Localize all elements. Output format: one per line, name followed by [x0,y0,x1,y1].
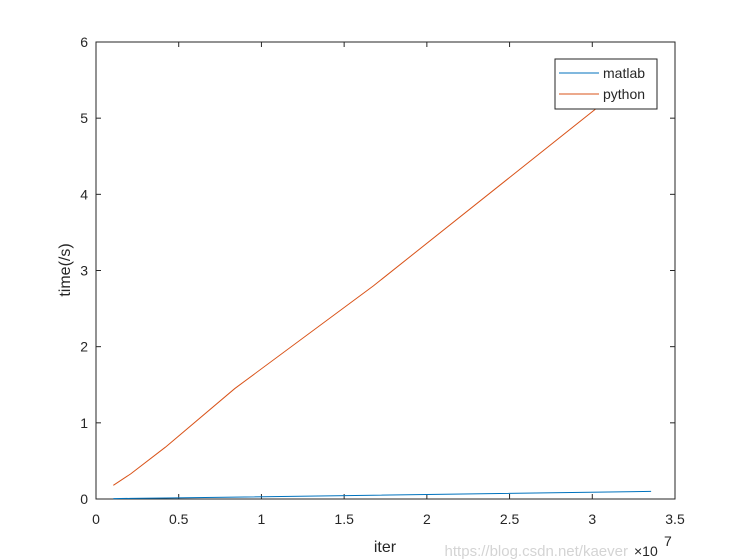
x-exponent-label: ×10 [634,543,658,559]
x-tick-label: 0 [92,511,100,527]
y-tick-label: 2 [80,339,88,355]
series-line-matlab [113,490,652,500]
legend-label-matlab: matlab [603,65,645,81]
x-exponent: 7 [664,533,672,549]
y-axis-label: time(/s) [57,243,74,296]
x-tick-label: 0.5 [169,511,189,527]
y-tick-label: 5 [80,110,88,126]
series-line-python [113,64,652,486]
x-tick-label: 3.5 [665,511,685,527]
watermark: https://blog.csdn.net/kaever [445,543,628,560]
legend: matlab python [554,58,658,110]
x-tick-label: 2.5 [500,511,520,527]
legend-label-python: python [603,86,645,102]
y-tick-label: 4 [80,186,88,202]
y-tick-label: 1 [80,415,88,431]
y-tick-label: 3 [80,263,88,279]
x-tick-label: 1 [258,511,266,527]
x-tick-label: 1.5 [334,511,354,527]
plot-area [95,41,676,500]
x-axis-label: iter [374,539,397,556]
x-tick-label: 3 [588,511,596,527]
y-tick-label: 0 [80,491,88,507]
x-tick-label: 2 [423,511,431,527]
y-tick-label: 6 [80,34,88,50]
